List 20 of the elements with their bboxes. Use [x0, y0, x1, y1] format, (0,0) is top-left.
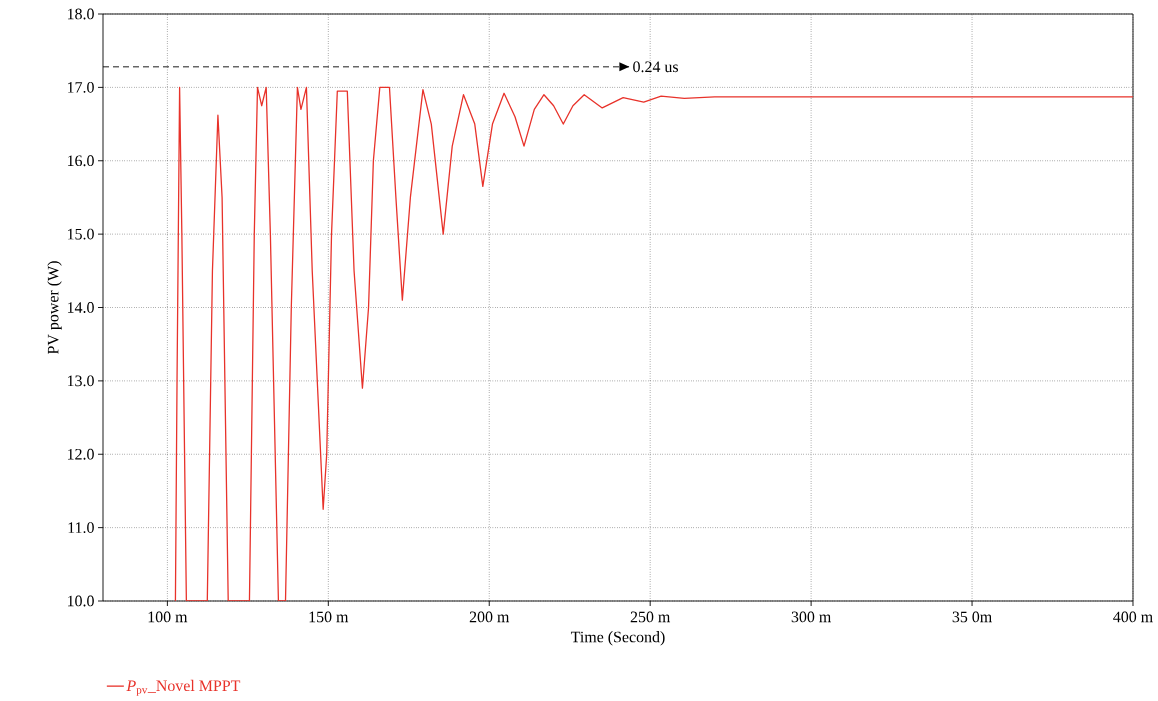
y-tick-label: 14.0	[67, 302, 94, 313]
y-tick-label: 16.0	[67, 155, 94, 167]
x-tick-label: 250 m	[630, 611, 671, 623]
x-tick-label: 150 m	[309, 611, 349, 623]
x-tick-label: 200 m	[469, 611, 510, 623]
y-tick-label: 18.0	[67, 8, 94, 20]
y-tick-label: 11.0	[68, 522, 94, 534]
y-axis-title: PV power (W)	[47, 261, 62, 354]
y-tick-label: 13.0	[67, 375, 94, 387]
legend-label: P$_{pv}$_Novel MPPT	[126, 679, 241, 696]
y-tick-label: 17.0	[67, 81, 94, 93]
y-tick-label: 15.0	[67, 228, 94, 240]
x-axis-title: Time (Second)	[570, 631, 665, 646]
y-tick-label: 10.0	[67, 595, 94, 607]
ref-line-label: 0.24 us	[633, 61, 679, 73]
x-tick-label: 100 m	[148, 611, 188, 623]
x-tick-label: 400 m	[1113, 611, 1153, 623]
x-tick-label: 35 0m	[952, 611, 992, 623]
x-tick-label: 300 m	[791, 611, 831, 623]
y-tick-label: 12.0	[67, 448, 94, 460]
